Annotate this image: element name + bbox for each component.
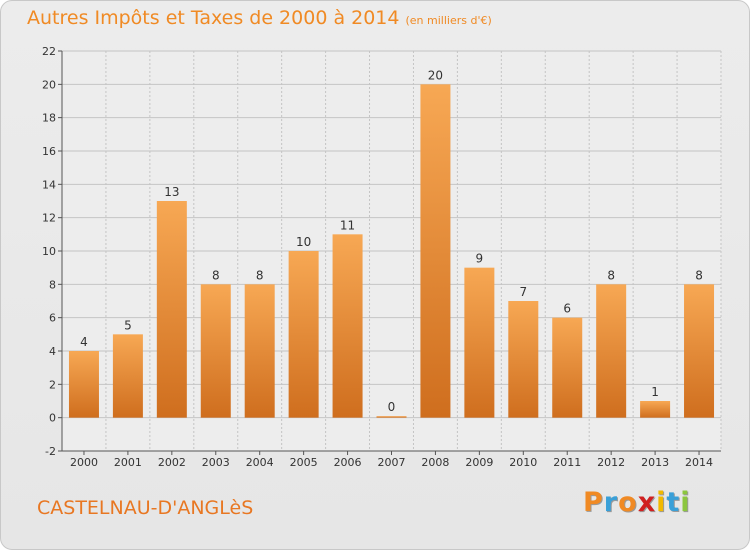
bar	[464, 267, 495, 418]
chart-title: Autres Impôts et Taxes de 2000 à 2014 (en…	[27, 7, 492, 29]
x-tick-label: 2011	[553, 456, 581, 469]
bar	[244, 284, 275, 418]
bar-value-label: 8	[212, 268, 220, 282]
brand-letter: P	[583, 487, 604, 518]
x-tick-label: 2006	[334, 456, 362, 469]
x-tick-label: 2002	[158, 456, 186, 469]
bar-value-label: 0	[388, 400, 396, 414]
x-tick-label: 2008	[421, 456, 449, 469]
bar	[112, 334, 143, 418]
y-tick-label: 8	[49, 278, 56, 291]
bar	[640, 401, 671, 418]
y-tick-label: 4	[49, 345, 56, 358]
bar-value-label: 8	[607, 268, 615, 282]
bar	[156, 201, 187, 418]
y-tick-label: 16	[42, 145, 56, 158]
bar	[332, 234, 363, 418]
x-tick-label: 2010	[509, 456, 537, 469]
bar	[200, 284, 231, 418]
x-tick-label: 2005	[290, 456, 318, 469]
bar	[288, 251, 319, 418]
bar	[68, 351, 99, 418]
bar	[376, 416, 407, 418]
x-tick-label: 2004	[246, 456, 274, 469]
chart-title-text: Autres Impôts et Taxes de 2000 à 2014	[27, 7, 400, 29]
commune-name: CASTELNAU-D'ANGLèS	[37, 497, 254, 519]
y-tick-label: 2	[49, 378, 56, 391]
y-tick-label: 18	[42, 112, 56, 125]
proxiti-logo: Proxiti	[583, 487, 691, 518]
bar-value-label: 5	[124, 318, 132, 332]
y-tick-label: 6	[49, 312, 56, 325]
chart-unit: (en milliers d'€)	[405, 14, 492, 27]
y-tick-label: 10	[42, 245, 56, 258]
bar-value-label: 11	[340, 218, 355, 232]
y-tick-label: -2	[45, 445, 56, 458]
x-tick-label: 2000	[70, 456, 98, 469]
x-tick-label: 2013	[641, 456, 669, 469]
brand-letter: i	[656, 487, 667, 518]
bar	[420, 84, 451, 418]
y-tick-label: 22	[42, 45, 56, 58]
bar-value-label: 20	[428, 68, 443, 82]
bar-value-label: 1	[651, 385, 659, 399]
x-tick-label: 2007	[378, 456, 406, 469]
y-tick-label: 20	[42, 78, 56, 91]
brand-letter: r	[603, 487, 619, 518]
bar	[552, 317, 583, 418]
bar-value-label: 10	[296, 235, 311, 249]
brand-letter: t	[666, 487, 681, 518]
bar	[684, 284, 715, 418]
y-tick-label: 14	[42, 178, 56, 191]
bar-value-label: 9	[476, 252, 484, 266]
y-tick-label: 0	[49, 412, 56, 425]
x-tick-label: 2001	[114, 456, 142, 469]
x-tick-label: 2009	[465, 456, 493, 469]
brand-letter: i	[680, 487, 691, 518]
bar-value-label: 6	[563, 302, 571, 316]
bar-value-label: 13	[164, 185, 179, 199]
bar-value-label: 4	[80, 335, 88, 349]
x-tick-label: 2003	[202, 456, 230, 469]
bar-value-label: 7	[519, 285, 527, 299]
x-tick-label: 2014	[685, 456, 713, 469]
bar-value-label: 8	[695, 268, 703, 282]
bar-value-label: 8	[256, 268, 264, 282]
brand-letter: o	[618, 487, 638, 518]
y-tick-label: 12	[42, 212, 56, 225]
brand-letter: x	[637, 487, 657, 518]
bar	[508, 301, 539, 418]
x-tick-label: 2012	[597, 456, 625, 469]
bar	[596, 284, 627, 418]
